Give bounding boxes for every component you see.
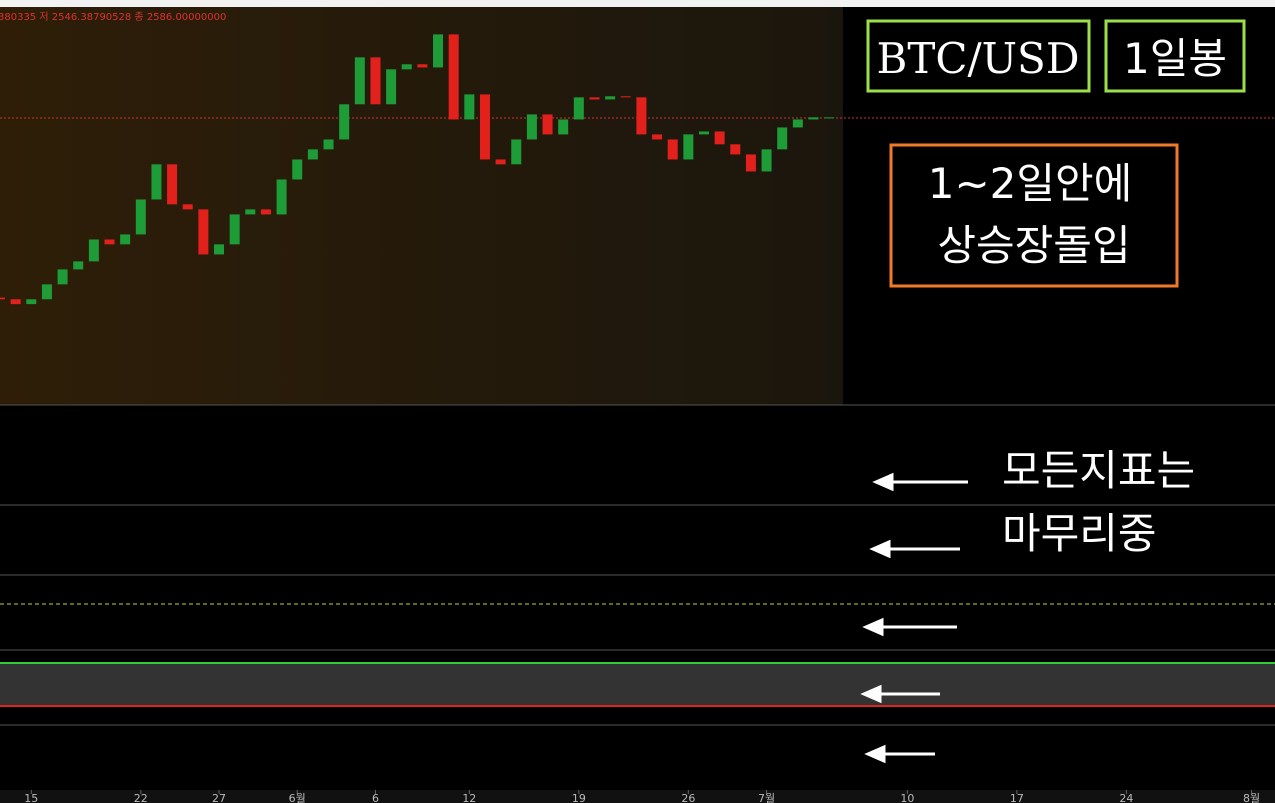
annotation: 마무리중 [1002, 509, 1157, 558]
candle-body [10, 299, 21, 305]
candle-body [526, 114, 537, 140]
candle-body [292, 159, 303, 180]
candle-body [182, 204, 193, 210]
candle-body [104, 239, 115, 245]
candle-body [276, 179, 287, 215]
candle-body [120, 234, 131, 245]
candle-body [0, 297, 5, 300]
candle-body [589, 97, 600, 100]
candle-body [808, 117, 819, 120]
annotation: 상승장돌입 [937, 221, 1130, 270]
candle-body [167, 164, 178, 205]
candle-body [229, 214, 240, 245]
box [1104, 19, 1246, 93]
x-tick-label: 26 [681, 792, 695, 803]
candle-body [433, 34, 444, 68]
x-tick-label: 15 [24, 792, 38, 803]
annotation: 1~2일안에 [928, 159, 1133, 208]
candle-body [558, 119, 569, 135]
indicator-band [0, 663, 1275, 706]
x-tick-label: 6 [372, 792, 379, 803]
x-tick-label: 27 [212, 792, 226, 803]
candle-body [370, 57, 381, 105]
candle-body [511, 139, 522, 165]
x-tick-label: 6월 [289, 792, 306, 803]
candle-body [88, 239, 99, 262]
candle-body [386, 69, 397, 105]
x-axis [0, 790, 1275, 803]
x-tick-label: 8월 [1243, 792, 1260, 803]
candle-body [652, 134, 663, 140]
candle-body [495, 159, 506, 165]
candle-body [745, 154, 756, 172]
candle-body [605, 96, 616, 100]
candle-body [573, 97, 584, 120]
annotation: 모든지표는 [1002, 446, 1195, 495]
candle-body [464, 94, 475, 120]
arrow-head [864, 744, 886, 764]
candle-body [730, 144, 741, 155]
candle-body [479, 94, 490, 160]
ohlc-header: 380335 저 2546.38790528 종 2586.00000000 [0, 11, 226, 23]
candle-body [323, 139, 334, 150]
candle-body [151, 164, 162, 200]
candle-body [448, 34, 459, 120]
x-tick-label: 19 [572, 792, 586, 803]
candle-body [401, 64, 412, 70]
candle-body [26, 299, 37, 305]
arrows [860, 472, 968, 764]
candle-body [542, 114, 553, 135]
candle-body [339, 104, 350, 140]
candle-body [620, 96, 631, 98]
candle-body [417, 64, 428, 68]
x-tick-label: 7월 [758, 792, 775, 803]
candle-body [198, 209, 209, 255]
arrow-head [869, 539, 891, 559]
candle-body [683, 134, 694, 160]
candle-body [667, 139, 678, 160]
candle-body [307, 149, 318, 160]
arrow-head [862, 617, 884, 637]
candle-body [636, 97, 647, 135]
top-strip [0, 0, 1275, 7]
candle-body [761, 149, 772, 172]
x-tick-label: 12 [462, 792, 476, 803]
box [866, 19, 1091, 93]
candle-body [792, 119, 803, 128]
arrow-head [860, 684, 882, 704]
arrow-head [872, 472, 894, 492]
candle-body [698, 131, 709, 135]
x-tick-label: 17 [1010, 792, 1024, 803]
candle-body [714, 131, 725, 145]
pane-separators [0, 404, 1275, 726]
candle-body [777, 127, 788, 150]
x-tick-label: 24 [1119, 792, 1133, 803]
candle-body [135, 199, 146, 235]
candle-body [41, 284, 52, 300]
annotation: BTC/USD [876, 34, 1079, 83]
candle-body [57, 269, 68, 285]
candle-body [260, 209, 271, 215]
candle-body [245, 209, 256, 215]
candle-body [214, 244, 225, 255]
x-tick-label: 10 [900, 792, 914, 803]
candle-body [824, 117, 835, 119]
candle-body [73, 261, 84, 270]
annotation: 1일봉 [1123, 34, 1227, 83]
box [889, 143, 1179, 288]
x-tick-label: 22 [134, 792, 148, 803]
candle-body [354, 57, 365, 105]
